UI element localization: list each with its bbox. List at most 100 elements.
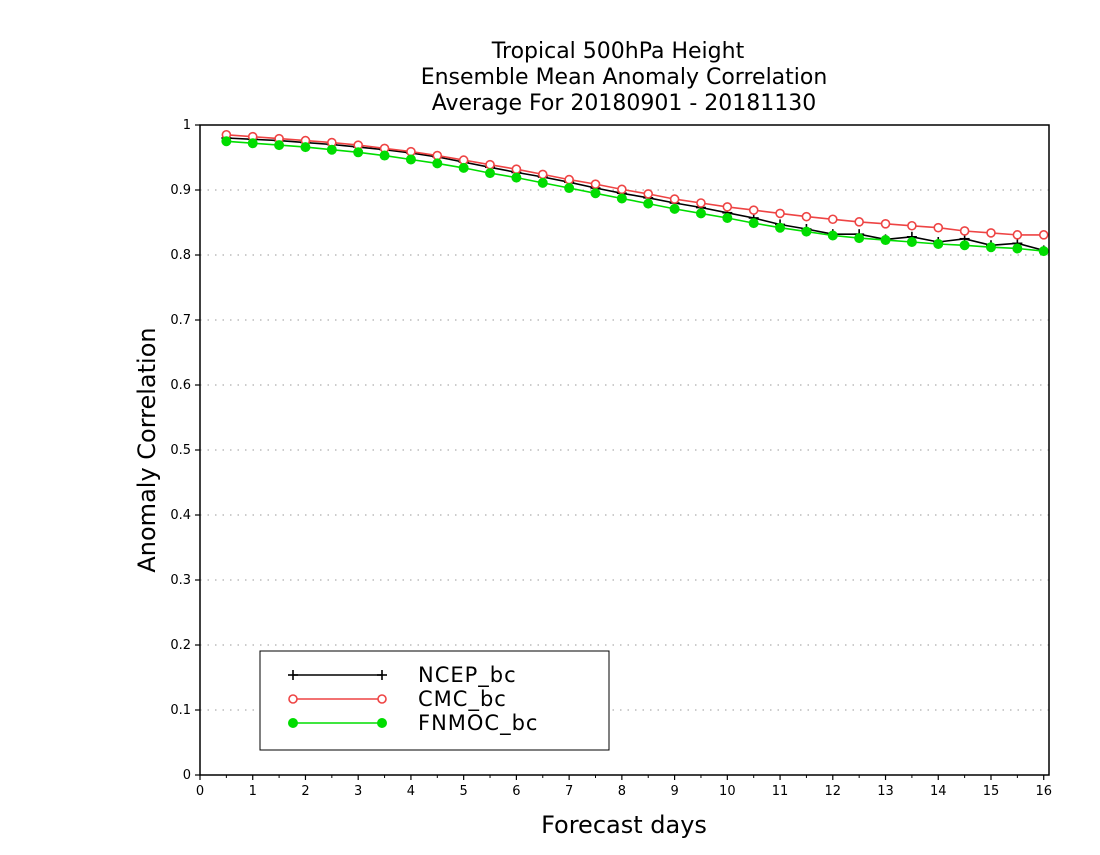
data-point-cmc-bc — [696, 198, 706, 208]
series-line-cmc-bc — [226, 134, 1044, 236]
data-point-fnmoc-bc — [1038, 246, 1049, 257]
x-tick-label: 8 — [618, 784, 626, 799]
x-axis-label: Forecast days — [541, 811, 707, 839]
y-tick-label: 0.4 — [170, 508, 191, 523]
data-point-fnmoc-bc — [405, 154, 416, 165]
data-point-cmc-bc — [986, 228, 996, 238]
x-tick-label: 9 — [670, 784, 678, 799]
data-point-fnmoc-bc — [590, 188, 601, 199]
data-point-fnmoc-bc — [827, 230, 838, 241]
y-tick-label: 0.2 — [170, 638, 191, 653]
y-tick-label: 0.8 — [170, 248, 191, 263]
x-tick-label: 12 — [825, 784, 842, 799]
data-point-cmc-bc — [643, 189, 654, 199]
data-point-fnmoc-bc — [722, 212, 733, 223]
data-point-cmc-bc — [748, 205, 759, 215]
x-tick-label: 14 — [930, 784, 947, 799]
data-point-fnmoc-bc — [353, 147, 364, 158]
data-point-fnmoc-bc — [247, 138, 258, 149]
legend-marker — [377, 718, 387, 728]
series-fnmoc-bc — [221, 136, 1049, 257]
data-point-cmc-bc — [1038, 230, 1049, 240]
legend-entry-cmc-bc: CMC_bc — [288, 687, 507, 712]
data-point-cmc-bc — [933, 222, 944, 233]
legend-marker — [288, 694, 298, 704]
data-point-cmc-bc — [1012, 230, 1023, 240]
plot-frame — [199, 124, 1050, 776]
x-tick-label: 3 — [354, 784, 362, 799]
data-point-fnmoc-bc — [933, 238, 944, 249]
data-point-fnmoc-bc — [854, 233, 865, 244]
x-tick-label: 7 — [565, 784, 573, 799]
data-point-fnmoc-bc — [643, 198, 654, 209]
series-layer — [221, 129, 1049, 257]
data-point-fnmoc-bc — [511, 172, 522, 183]
x-tick-label: 1 — [249, 784, 257, 799]
data-point-fnmoc-bc — [1012, 243, 1023, 254]
data-point-cmc-bc — [880, 219, 891, 229]
x-tick-label: 5 — [460, 784, 468, 799]
grid-layer — [200, 189, 1049, 711]
data-point-fnmoc-bc — [485, 168, 496, 179]
data-point-fnmoc-bc — [458, 162, 469, 173]
data-point-fnmoc-bc — [432, 158, 443, 169]
data-point-fnmoc-bc — [616, 193, 627, 204]
data-point-fnmoc-bc — [379, 150, 390, 161]
data-point-cmc-bc — [564, 174, 574, 185]
y-tick-label: 0.7 — [170, 313, 191, 328]
legend-entry-fnmoc-bc: FNMOC_bc — [288, 711, 538, 736]
y-axis-label: Anomaly Correlation — [133, 327, 161, 572]
y-tick-label: 0.9 — [170, 183, 191, 198]
x-tick-label: 6 — [512, 784, 520, 799]
data-point-fnmoc-bc — [959, 240, 970, 251]
data-point-cmc-bc — [775, 208, 785, 219]
data-point-fnmoc-bc — [695, 208, 706, 219]
legend-label: NCEP_bc — [418, 663, 517, 688]
data-point-fnmoc-bc — [775, 222, 786, 233]
y-tick-label: 0.5 — [170, 443, 191, 458]
chart-title-line-1: Tropical 500hPa Height — [491, 39, 745, 64]
y-tick-label: 1 — [183, 118, 191, 133]
data-point-fnmoc-bc — [748, 218, 759, 229]
x-tick-label: 11 — [772, 784, 789, 799]
data-point-fnmoc-bc — [326, 144, 337, 155]
data-point-fnmoc-bc — [221, 136, 232, 147]
x-tick-label: 15 — [983, 784, 1000, 799]
y-tick-label: 0.1 — [170, 703, 191, 718]
y-tick-label: 0 — [183, 768, 191, 783]
legend-box — [259, 650, 610, 751]
data-point-cmc-bc — [669, 194, 680, 204]
data-point-cmc-bc — [854, 217, 864, 227]
x-tick-label: 16 — [1035, 784, 1052, 799]
data-point-cmc-bc — [537, 169, 548, 180]
series-cmc-bc — [221, 129, 1049, 240]
data-point-cmc-bc — [485, 159, 495, 170]
data-point-fnmoc-bc — [985, 242, 996, 253]
legend-label: CMC_bc — [418, 687, 507, 712]
chart-title-line-2: Ensemble Mean Anomaly Correlation — [421, 65, 828, 90]
legend-label: FNMOC_bc — [418, 711, 538, 736]
y-tick-label: 0.3 — [170, 573, 191, 588]
data-point-cmc-bc — [907, 220, 917, 231]
data-point-fnmoc-bc — [564, 183, 575, 194]
x-tick-label: 10 — [719, 784, 736, 799]
series-line-ncep-bc — [226, 137, 1044, 252]
data-point-fnmoc-bc — [300, 142, 311, 153]
chart-title-line-3: Average For 20180901 - 20181130 — [432, 91, 817, 116]
x-tick-label: 2 — [301, 784, 309, 799]
legend-marker — [288, 670, 298, 680]
data-point-fnmoc-bc — [801, 226, 812, 237]
data-point-cmc-bc — [590, 179, 601, 189]
data-point-fnmoc-bc — [537, 177, 548, 188]
legend-marker — [377, 670, 387, 680]
x-tick-label: 0 — [196, 784, 204, 799]
y-tick-label: 0.6 — [170, 378, 191, 393]
data-point-cmc-bc — [511, 164, 522, 174]
legend-marker — [377, 694, 387, 704]
legend-entry-ncep-bc: NCEP_bc — [288, 663, 517, 688]
x-tick-label: 4 — [407, 784, 415, 799]
data-point-cmc-bc — [827, 214, 838, 225]
